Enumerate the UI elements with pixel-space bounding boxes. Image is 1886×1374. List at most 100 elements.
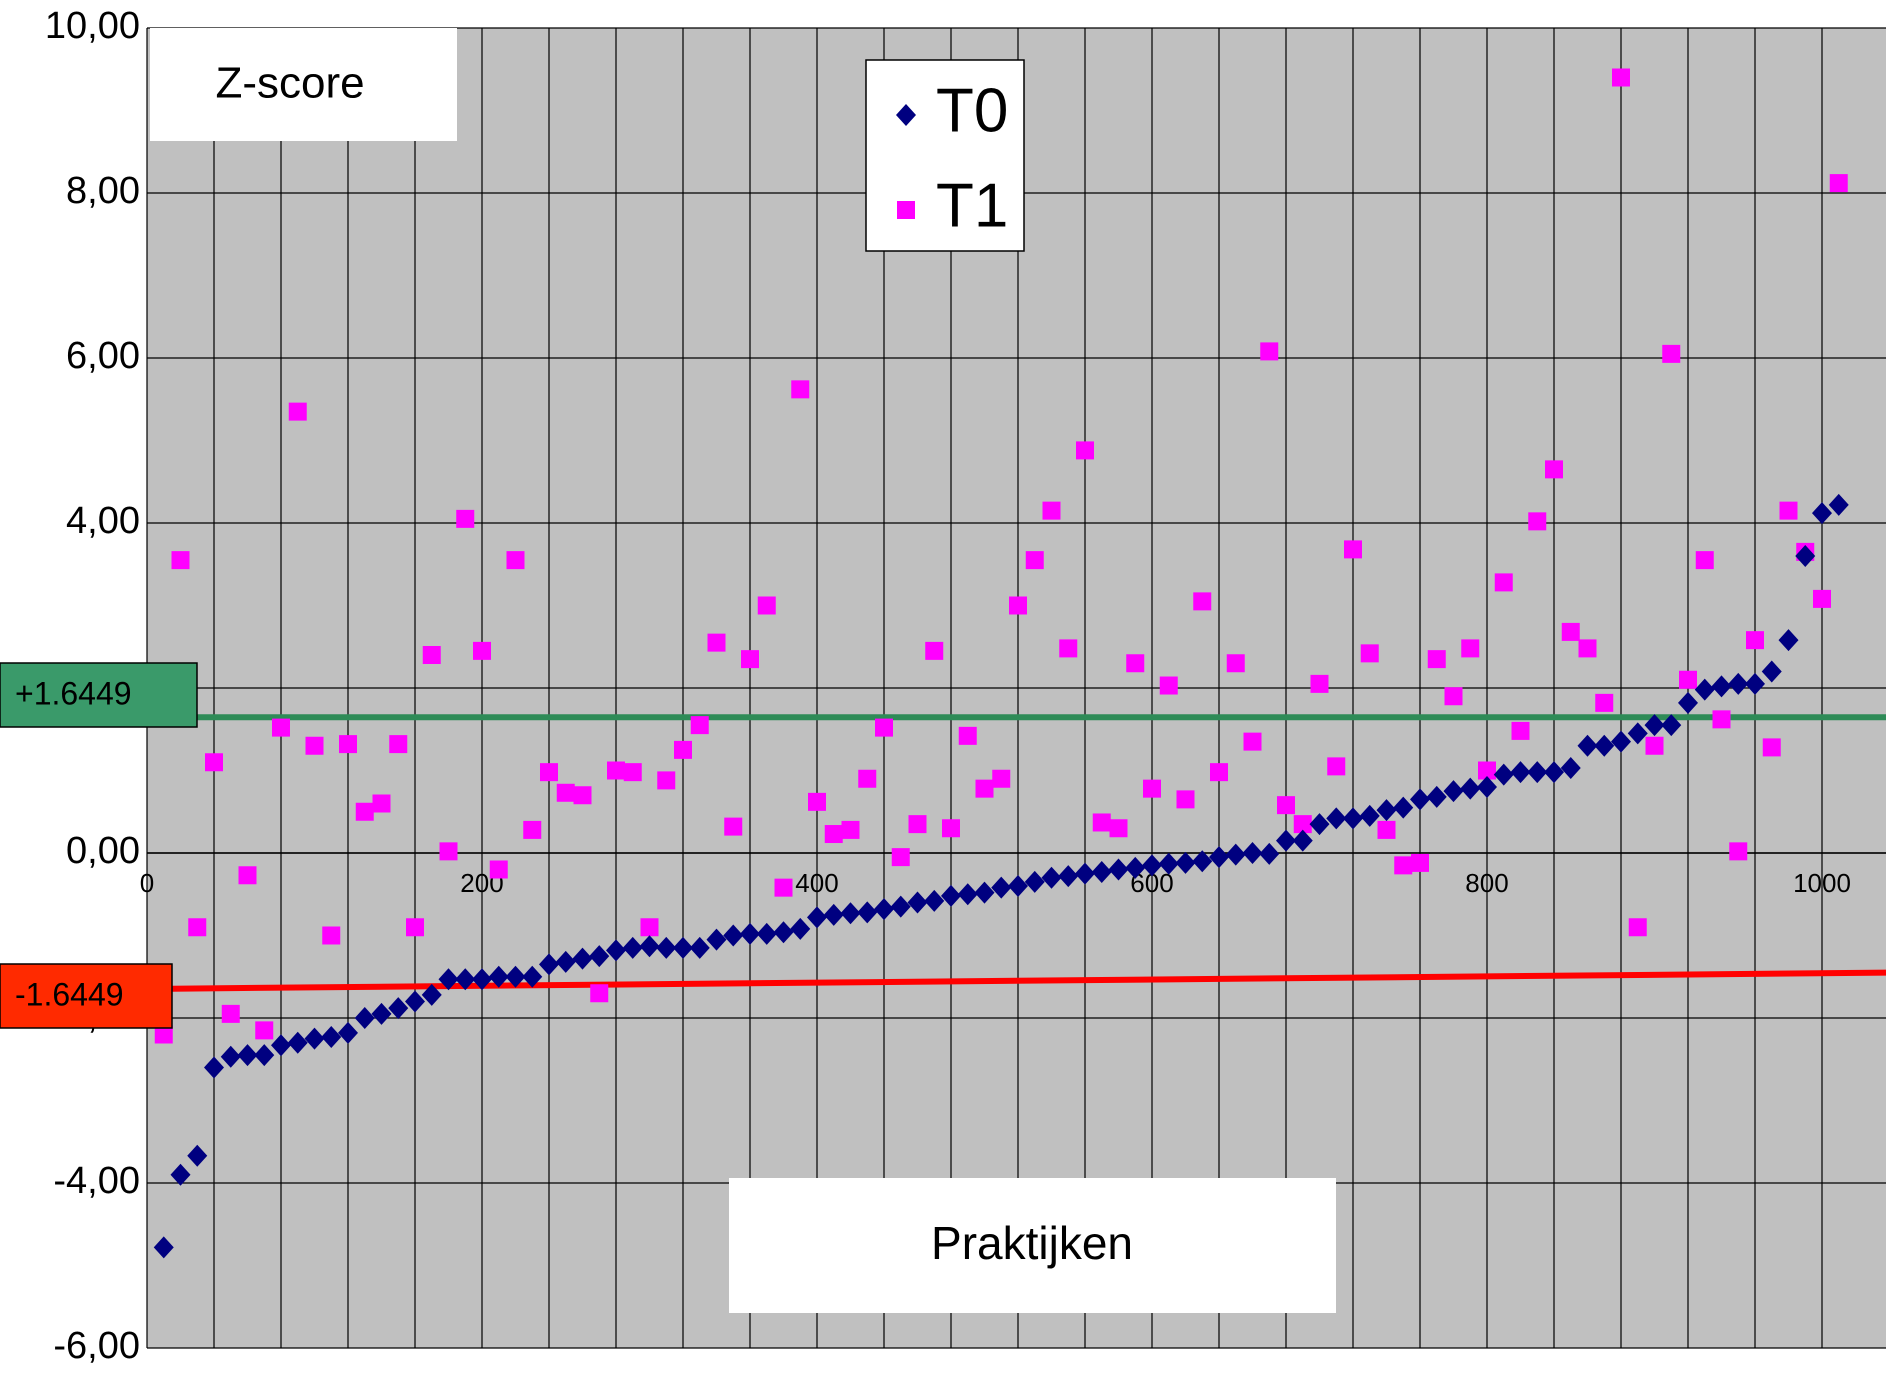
t0-point [1158,852,1179,875]
t0-point [1024,870,1045,893]
t0-point [1560,757,1581,780]
t1-point [1344,540,1362,559]
t1-point [824,825,843,844]
t1-point [791,380,810,399]
legend-t0-label: T0 [936,76,1008,145]
t0-point [706,928,727,951]
t0-point [254,1044,275,1067]
lower-threshold-line [171,969,1886,992]
t0-point [1678,691,1698,714]
t0-point [1493,763,1514,786]
x-tick-label: 1000 [1793,868,1851,898]
t0-point [522,965,543,988]
t0-point [924,889,945,912]
t0-point [589,945,610,968]
t0-point [790,917,811,940]
t1-point [1762,738,1781,757]
t1-point [1511,721,1530,740]
y-axis-label: Z-score [150,28,457,141]
t0-point [1359,804,1380,827]
y-tick-label: 8,00 [66,170,140,212]
t1-point [1193,592,1212,611]
t1-point [1277,796,1295,815]
t0-point [1376,799,1397,822]
t0-point [1711,675,1732,698]
t0-point [1075,862,1095,885]
t0-point [1426,785,1447,808]
reference-lines [171,714,1886,992]
t1-point [1126,654,1145,673]
t1-point [322,926,341,945]
t0-point [857,901,878,924]
t0-point [1091,860,1112,883]
y-tick-label: 4,00 [66,500,140,542]
t0-point [957,883,978,906]
t1-point [1561,622,1580,641]
t1-point [958,726,977,745]
t0-point [1828,493,1849,516]
upper-threshold-label: +1.6449 [0,662,198,728]
t1-point [992,769,1011,788]
t0-point [1125,856,1146,879]
legend-t0-marker [896,104,916,126]
t0-point [1175,851,1196,874]
t1-point [171,551,190,570]
t1-point [875,718,893,737]
t1-point [255,1021,274,1040]
t0-point [572,947,593,970]
t1-point [489,860,508,879]
t0-point [1761,660,1782,683]
t0-point [991,876,1012,899]
t0-point [237,1044,258,1067]
t0-point [204,1056,224,1079]
t1-point [1226,654,1245,673]
t1-point [707,633,726,652]
t1-point [1109,819,1128,838]
t1-point [456,509,475,528]
t0-point [455,968,476,991]
t1-point [1645,736,1664,755]
t1-point [1779,501,1798,520]
t0-point [639,935,660,958]
t1-point [288,402,307,421]
t0-point [505,965,526,988]
t1-point [1059,639,1078,658]
t0-point [1276,829,1296,852]
t1-point [1327,757,1346,776]
t1-point [1679,670,1697,689]
t1-point [741,650,759,669]
data-points [153,68,1849,1259]
t0-point [187,1144,208,1167]
t1-point [389,735,408,754]
t0-point [438,968,459,991]
t0-point [1795,545,1816,567]
t0-point [153,1236,174,1259]
t1-point [238,866,257,885]
t1-point [1528,512,1547,531]
t0-point [405,990,425,1013]
upper-threshold-text: +1.6449 [15,675,132,711]
t1-point [674,740,692,759]
t1-point [272,718,290,737]
t0-point [823,903,844,926]
t1-point [1076,441,1094,460]
x-axis-label: Praktijken [729,1178,1336,1313]
t1-point [623,763,642,782]
t1-point [540,763,558,782]
t1-point [1628,918,1647,937]
t1-point [439,842,458,861]
t0-point [1627,722,1648,745]
t1-point [1310,674,1329,693]
x-axis-ticks: 0 200 400 600 800 1000 [140,868,1851,898]
t1-point [1746,631,1764,650]
t0-point [807,906,827,929]
t1-point [1377,820,1396,839]
t1-point [1662,344,1681,363]
t0-point [1510,761,1531,784]
t0-point [371,1002,392,1025]
t1-point [523,820,542,839]
t1-point [1829,174,1848,193]
t1-point [372,794,391,813]
lower-threshold-text: -1.6449 [15,976,124,1012]
t0-point [1225,843,1246,866]
